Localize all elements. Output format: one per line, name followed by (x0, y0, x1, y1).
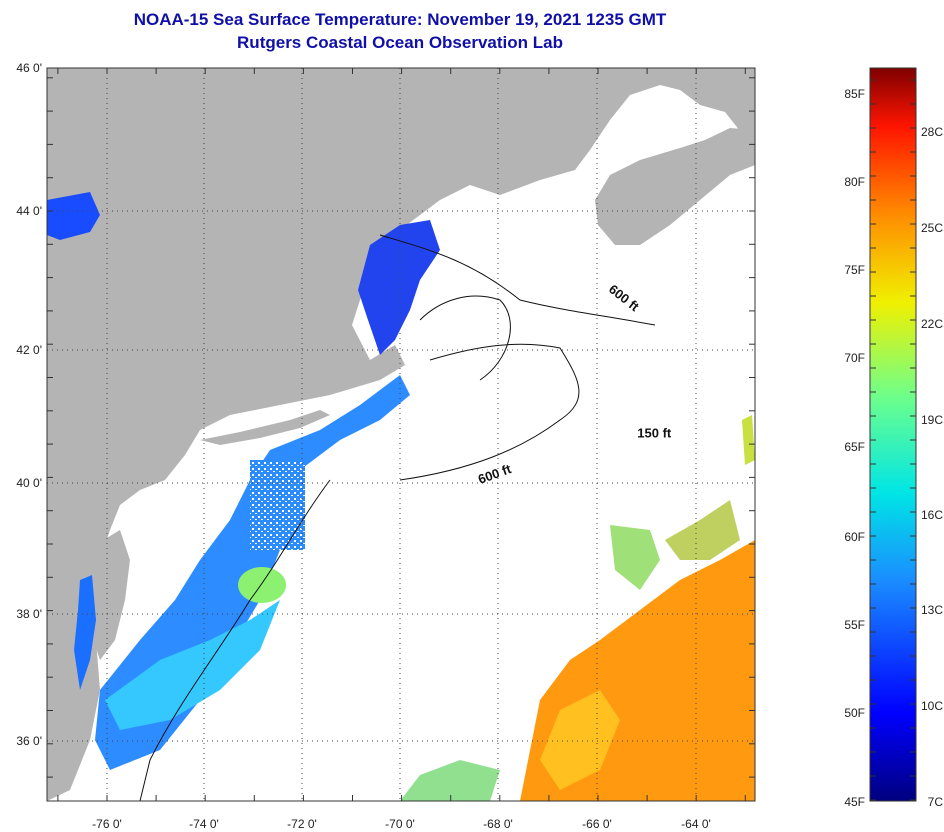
colorbar-f-labels: 85F 80F 75F 70F 65F 60F 55F 50F 45F (844, 87, 865, 809)
gulf-stream-yellow (540, 690, 620, 790)
colorbar-f-label: 75F (844, 263, 865, 277)
land-nova-scotia (595, 128, 755, 245)
offshore-green-patch-4 (742, 415, 755, 465)
colorbar-f-label: 80F (844, 175, 865, 189)
lon-tick-label: -74 0' (189, 817, 219, 831)
offshore-green-patch-3 (400, 760, 500, 801)
lon-axis-labels: -76 0' -74 0' -72 0' -70 0' -68 0' -66 0… (92, 817, 711, 831)
lon-tick-label: -68 0' (483, 817, 513, 831)
axis-ticks (47, 68, 755, 801)
colorbar-c-label: 28C (921, 125, 943, 139)
grid (47, 68, 755, 801)
land-delmarva (90, 530, 130, 660)
colorbar-c-label: 7C (928, 795, 944, 809)
colorbar-c-label: 16C (921, 508, 943, 522)
colorbar-f-label: 70F (844, 351, 865, 365)
lat-tick-label: 38 0' (16, 607, 42, 621)
colorbar-f-label: 55F (844, 618, 865, 632)
lon-tick-label: -64 0' (681, 817, 711, 831)
shelf-sst-cyan (105, 600, 280, 730)
colorbar-f-label: 65F (844, 440, 865, 454)
lake-ontario (47, 192, 100, 240)
contour-label: 150 ft (637, 425, 672, 440)
colorbar-c-labels: 28C 25C 22C 19C 16C 13C 10C 7C (921, 125, 943, 809)
lon-tick-label: -70 0' (385, 817, 415, 831)
map-subtitle: Rutgers Coastal Ocean Observation Lab (237, 33, 563, 52)
lat-tick-label: 40 0' (16, 476, 42, 490)
land-long-island (200, 410, 330, 445)
lon-tick-label: -76 0' (92, 817, 122, 831)
lat-tick-label: 44 0' (16, 204, 42, 218)
warm-shelf-patch (238, 567, 286, 603)
map-title: NOAA-15 Sea Surface Temperature: Novembe… (133, 10, 667, 29)
lon-tick-label: -72 0' (287, 817, 317, 831)
cloud-speckle-region (250, 460, 305, 550)
offshore-green-patch-2 (665, 500, 740, 560)
colorbar-f-label: 85F (844, 87, 865, 101)
colorbar-f-label: 60F (844, 530, 865, 544)
colorbar-f-label: 50F (844, 706, 865, 720)
gulf-of-maine-sst (358, 220, 440, 355)
colorbar-f-label: 45F (844, 795, 865, 809)
colorbar-ticks (870, 79, 916, 801)
lat-tick-label: 42 0' (16, 343, 42, 357)
colorbar-c-label: 25C (921, 221, 943, 235)
colorbar-c-label: 13C (921, 603, 943, 617)
bathymetry-contours (139, 234, 656, 801)
map-frame (46, 67, 756, 802)
lon-tick-label: -66 0' (582, 817, 612, 831)
land-mainland (47, 68, 755, 801)
lat-tick-label: 36 0' (16, 734, 42, 748)
offshore-green-patch (610, 525, 660, 590)
colorbar (869, 67, 917, 802)
colorbar-c-label: 22C (921, 317, 943, 331)
chesapeake-bay (74, 575, 96, 690)
colorbar-c-label: 10C (921, 699, 943, 713)
colorbar-c-label: 19C (921, 413, 943, 427)
lat-tick-label: 46 0' (16, 61, 42, 75)
lat-axis-labels: 46 0' 44 0' 42 0' 40 0' 38 0' 36 0' (16, 61, 42, 748)
